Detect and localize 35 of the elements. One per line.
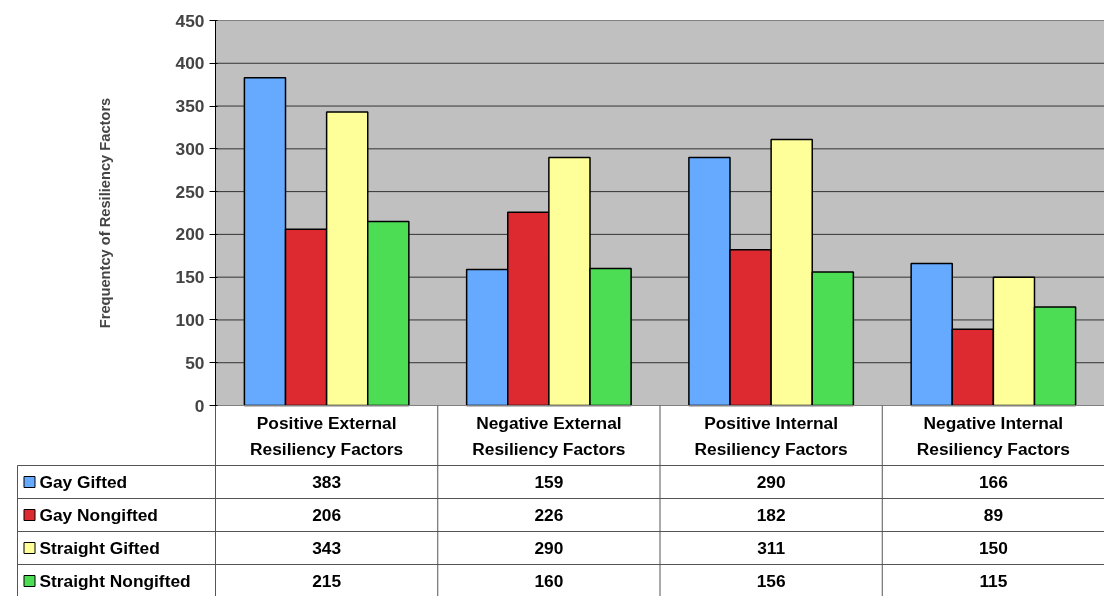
data-label: 159 bbox=[534, 472, 564, 492]
y-tick-label: 200 bbox=[175, 224, 205, 245]
data-label: 182 bbox=[756, 505, 786, 525]
y-tick-label: 350 bbox=[175, 96, 205, 117]
data-label: 290 bbox=[534, 538, 564, 558]
data-label: 166 bbox=[978, 472, 1009, 492]
y-tick-label: 150 bbox=[175, 267, 205, 288]
y-tick-label: 100 bbox=[175, 309, 205, 330]
data-label: 383 bbox=[312, 472, 342, 492]
data-label: 290 bbox=[756, 472, 786, 492]
data-label: 160 bbox=[534, 571, 564, 591]
y-tick-label: 0 bbox=[194, 395, 205, 416]
legend-label: Straight Nongifted bbox=[39, 571, 191, 591]
x-tick-label: Positive External Resiliency Factors bbox=[250, 412, 404, 459]
x-tick-label: Negative External Resiliency Factors bbox=[472, 412, 626, 459]
y-tick-label: 450 bbox=[175, 10, 205, 31]
data-label: 343 bbox=[312, 538, 342, 558]
data-label: 150 bbox=[978, 538, 1008, 558]
y-tick-label: 300 bbox=[175, 138, 205, 159]
data-label: 311 bbox=[757, 538, 786, 558]
y-tick-label: 50 bbox=[185, 352, 205, 373]
y-tick-label: 400 bbox=[175, 53, 205, 74]
x-tick-label: Negative Internal Resiliency Factors bbox=[916, 412, 1070, 459]
legend-label: Straight Gifted bbox=[39, 538, 160, 558]
data-label: 206 bbox=[312, 505, 342, 525]
y-axis-title: Frequentcy of Resiliency Factors bbox=[96, 97, 113, 329]
legend-label: Gay Gifted bbox=[39, 472, 128, 492]
data-label: 215 bbox=[312, 571, 342, 591]
data-label: 226 bbox=[534, 505, 564, 525]
data-label: 156 bbox=[756, 571, 786, 591]
data-label: 115 bbox=[979, 571, 1008, 591]
data-label: 89 bbox=[983, 505, 1004, 525]
legend-label: Gay Nongifted bbox=[39, 505, 158, 525]
x-tick-label: Positive Internal Resiliency Factors bbox=[694, 412, 848, 459]
y-tick-label: 250 bbox=[175, 181, 205, 202]
